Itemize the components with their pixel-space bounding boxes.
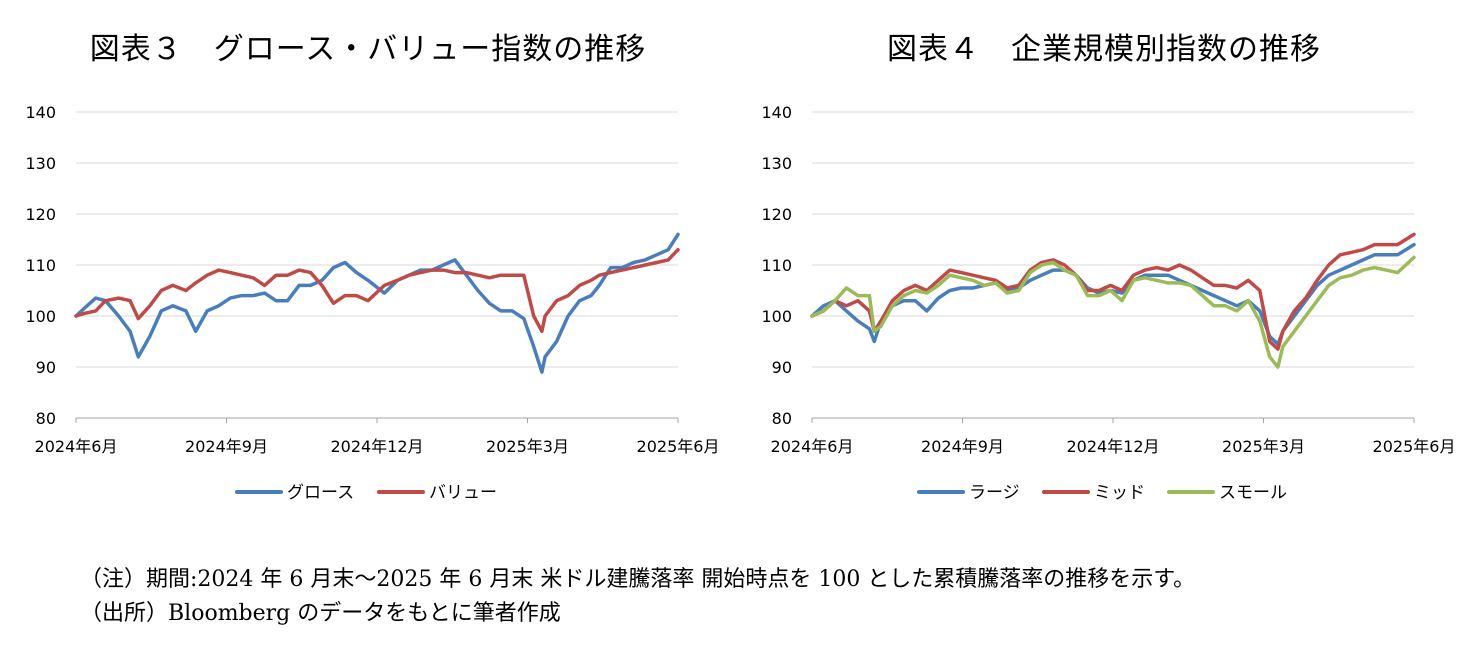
x-tick-label: 2024年6月	[771, 437, 854, 456]
y-tick-label: 120	[761, 205, 792, 224]
x-tick-label: 2025年3月	[1222, 437, 1305, 456]
y-tick-label: 80	[36, 409, 56, 428]
series-line	[74, 232, 680, 374]
legend-label: グロース	[287, 483, 354, 503]
y-tick-label: 90	[36, 358, 56, 377]
y-tick-label: 130	[25, 154, 56, 173]
x-tick-label: 2025年6月	[1373, 437, 1456, 456]
chart-company-size: 80 90 100 110 120 130 140 2024年6月 2024年9月 2024年12…	[761, 103, 1456, 503]
y-tick-label: 140	[761, 103, 792, 122]
legend-label: スモール	[1219, 483, 1287, 503]
x-tick-label: 2024年12月	[330, 437, 423, 456]
y-tick-label: 90	[772, 358, 792, 377]
series-line	[810, 232, 1416, 351]
x-tick-label: 2025年3月	[486, 437, 569, 456]
footnote-period: （注）期間:2024 年 6 月末～2025 年 6 月末 米ドル建騰落率 開始…	[80, 567, 1196, 592]
y-tick-label: 100	[761, 307, 792, 326]
y-tick-label: 120	[25, 205, 56, 224]
y-tick-label: 140	[25, 103, 56, 122]
y-tick-label: 80	[772, 409, 792, 428]
legend-label: ラージ	[969, 483, 1020, 503]
series-line	[74, 247, 680, 334]
chart-panel-growth-value: 図表３ グロース・バリュー指数の推移 80 90 100 110 120 130 140 20…	[0, 0, 736, 540]
chart-panel-company-size: 図表４ 企業規模別指数の推移 80 90 100 110 120 130 140 2024年6…	[736, 0, 1472, 540]
y-tick-label: 100	[25, 307, 56, 326]
chart-title: 図表３ グロース・バリュー指数の推移	[89, 32, 647, 67]
series-line	[810, 255, 1416, 369]
legend-label: バリュー	[429, 483, 497, 503]
legend-label: ミッド	[1094, 483, 1145, 503]
y-tick-label: 110	[761, 256, 792, 275]
y-tick-label: 110	[25, 256, 56, 275]
x-tick-label: 2025年6月	[637, 437, 720, 456]
x-tick-label: 2024年12月	[1066, 437, 1159, 456]
footnote-source: （出所）Bloomberg のデータをもとに筆者作成	[80, 601, 561, 626]
x-tick-label: 2024年9月	[185, 437, 268, 456]
x-tick-label: 2024年9月	[921, 437, 1004, 456]
footnotes: （注）期間:2024 年 6 月末～2025 年 6 月末 米ドル建騰落率 開始…	[80, 563, 1195, 631]
chart-growth-value: 80 90 100 110 120 130 140 2024年6月 2024年9月 2024年12…	[25, 103, 720, 503]
x-tick-label: 2024年6月	[35, 437, 118, 456]
chart-title: 図表４ 企業規模別指数の推移	[887, 32, 1321, 67]
y-tick-label: 130	[761, 154, 792, 173]
